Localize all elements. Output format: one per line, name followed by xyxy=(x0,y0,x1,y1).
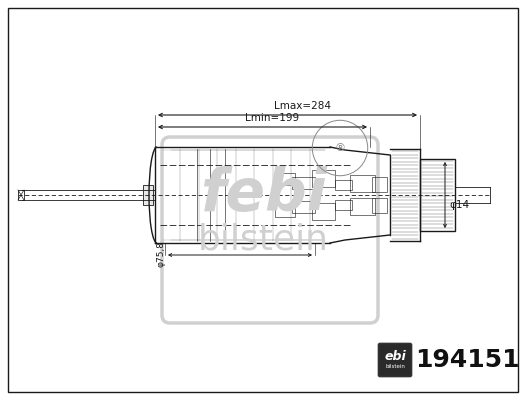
Text: Lmax=284: Lmax=284 xyxy=(274,101,331,111)
Bar xyxy=(350,175,375,192)
Bar xyxy=(335,180,352,190)
Text: ®: ® xyxy=(335,143,346,153)
Bar xyxy=(292,201,315,213)
Bar xyxy=(372,177,387,192)
Bar xyxy=(275,205,295,217)
Bar xyxy=(292,177,315,189)
Bar xyxy=(143,185,153,205)
Bar xyxy=(312,203,335,220)
Bar xyxy=(275,173,295,185)
Bar xyxy=(372,198,387,213)
Text: φ14: φ14 xyxy=(449,200,469,210)
Text: 194151: 194151 xyxy=(415,348,520,372)
Bar xyxy=(18,190,24,200)
Text: febi: febi xyxy=(200,166,326,224)
Text: Lmin=199: Lmin=199 xyxy=(246,113,300,123)
Bar xyxy=(350,198,375,215)
Text: φ75,8: φ75,8 xyxy=(157,241,166,267)
FancyBboxPatch shape xyxy=(379,344,411,376)
Bar xyxy=(312,170,335,187)
Text: bilstein: bilstein xyxy=(197,223,329,257)
Bar xyxy=(420,159,455,231)
Text: bilstein: bilstein xyxy=(385,364,405,369)
Bar xyxy=(335,200,352,210)
Text: ebi: ebi xyxy=(384,350,406,363)
